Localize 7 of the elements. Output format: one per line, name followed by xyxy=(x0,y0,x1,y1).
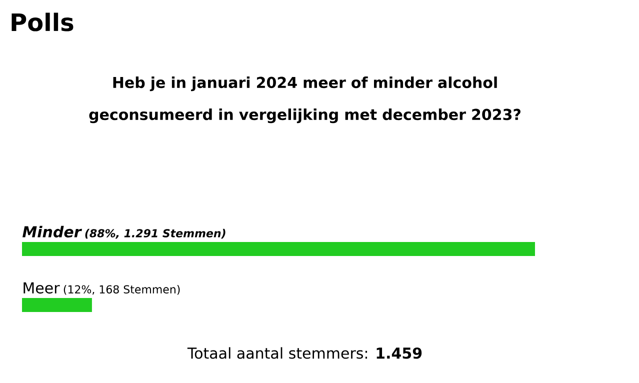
chart-subtitle: Heb je in januari 2024 meer of minder alcohol geconsumeerd in vergelijking met december 2023? xyxy=(89,76,520,124)
y-tick-label: Minder xyxy=(22,226,82,238)
y-tick-label: Meer xyxy=(24,282,60,294)
data-label: (12%, 168 Stemmen) xyxy=(64,285,180,295)
data-label: (88%, 1.291 Stemmen) xyxy=(85,228,226,239)
chart-title: Polls xyxy=(12,12,74,32)
text: Totaal aantal stemmers: 1.459 xyxy=(187,347,422,359)
